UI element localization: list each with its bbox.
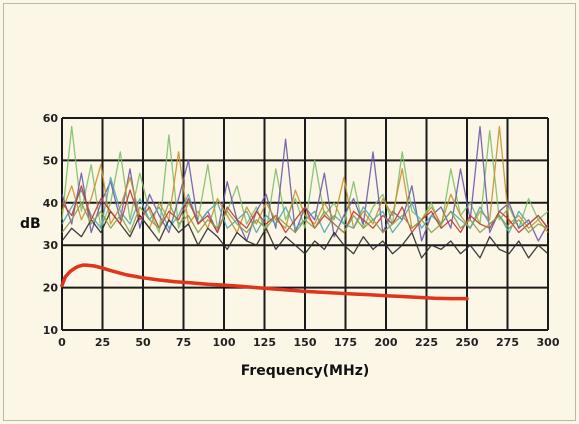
y-tick-labels: 10 20 30 40 50 60 — [43, 112, 59, 337]
x-axis-label: Frequency(MHz) — [241, 363, 370, 379]
x-tick-225: 225 — [415, 336, 438, 349]
noise-trace-6 — [61, 202, 549, 234]
x-tick-75: 75 — [176, 336, 191, 349]
reference-curve-line — [60, 263, 469, 301]
y-tick-10: 10 — [43, 324, 59, 337]
x-tick-0: 0 — [58, 336, 66, 349]
y-tick-60: 60 — [43, 112, 59, 125]
y-tick-20: 20 — [43, 282, 59, 295]
x-tick-175: 175 — [334, 336, 357, 349]
noise-trace-0 — [61, 125, 549, 234]
reference-curve-group — [60, 263, 469, 301]
x-tick-100: 100 — [213, 336, 236, 349]
noise-series-group — [61, 125, 549, 259]
noise-trace-5 — [61, 185, 549, 234]
x-tick-125: 125 — [253, 336, 276, 349]
y-tick-40: 40 — [43, 197, 59, 210]
x-tick-150: 150 — [294, 336, 317, 349]
noise-trace-4 — [61, 210, 549, 259]
x-tick-300: 300 — [537, 336, 560, 349]
x-tick-labels: 0 25 50 75 100 125 150 175 200 225 250 275 300 — [58, 336, 560, 349]
x-tick-275: 275 — [496, 336, 519, 349]
chart-grid — [61, 117, 549, 331]
x-tick-25: 25 — [95, 336, 110, 349]
x-tick-250: 250 — [456, 336, 479, 349]
y-tick-30: 30 — [43, 239, 59, 252]
y-tick-50: 50 — [43, 154, 59, 167]
x-tick-200: 200 — [375, 336, 398, 349]
y-axis-label: dB — [20, 216, 41, 232]
x-tick-50: 50 — [135, 336, 151, 349]
